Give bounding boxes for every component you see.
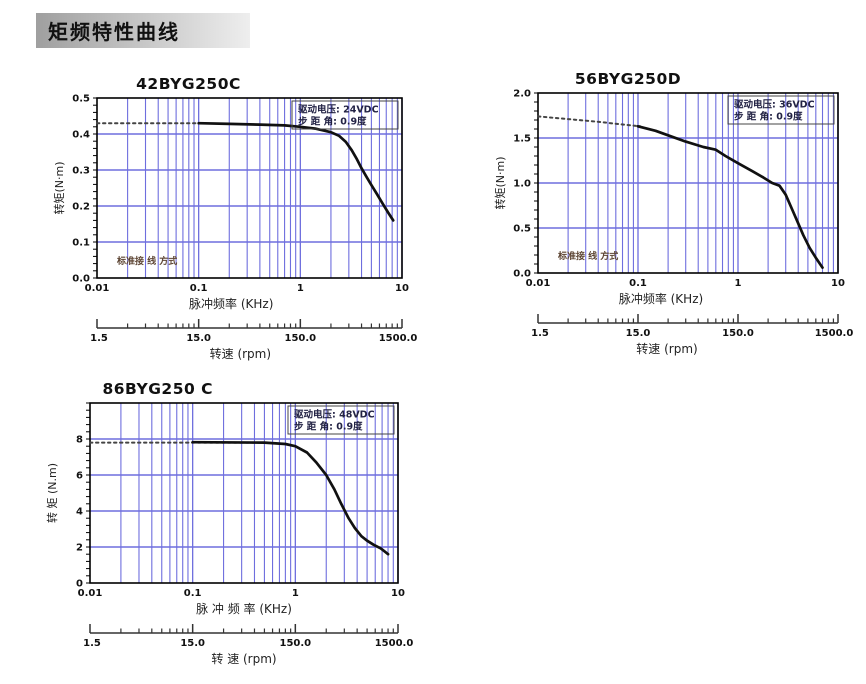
annotation-voltage: 驱动电压: 24VDC — [298, 104, 379, 116]
speed-tick-label: 150.0 — [285, 333, 317, 344]
speed-tick-label: 1500.0 — [375, 638, 414, 649]
speed-ruler: 1.5 15.0 150.0 1500.0 转速 (rpm) — [531, 314, 853, 356]
svg-text:0.01: 0.01 — [85, 283, 110, 294]
svg-text:0.01: 0.01 — [78, 588, 103, 599]
speed-axis-title: 转速 (rpm) — [210, 346, 271, 361]
x-tick-labels: 0.01 0.1 1 10 — [526, 278, 845, 289]
svg-text:6: 6 — [76, 471, 83, 482]
svg-text:0.1: 0.1 — [184, 588, 202, 599]
speed-tick-label: 1.5 — [83, 638, 101, 649]
svg-text:1.5: 1.5 — [513, 134, 531, 145]
x-axis-label: 脉冲频率 (KHz) — [619, 291, 703, 306]
speed-ruler: 1.5 15.0 150.0 1500.0 转速 (rpm) — [90, 319, 417, 361]
y-minor-ticks — [534, 92, 538, 274]
chart-panel-42byg250c: 驱动电压: 24VDC 步 距 角: 0.9度 标准接 线 方式 0.0 0.1 0.2 0… — [45, 72, 428, 376]
y-axis-label: 转矩(N·m) — [493, 156, 507, 209]
annotation-voltage: 驱动电压: 48VDC — [294, 409, 375, 421]
speed-tick-label: 150.0 — [722, 328, 754, 339]
x-axis-label: 脉冲频率 (KHz) — [189, 296, 273, 311]
svg-text:4: 4 — [76, 507, 83, 518]
svg-text:0: 0 — [76, 579, 83, 590]
svg-text:0.3: 0.3 — [72, 166, 90, 177]
speed-tick-label: 1.5 — [531, 328, 549, 339]
svg-text:1: 1 — [735, 278, 742, 289]
y-minor-ticks — [86, 402, 90, 584]
torque-curve — [636, 124, 824, 269]
svg-text:2.0: 2.0 — [513, 89, 531, 100]
torque-curve — [197, 121, 395, 222]
y-tick-labels: 0.0 0.5 1.0 1.5 2.0 — [513, 89, 531, 280]
svg-text:1.0: 1.0 — [513, 179, 531, 190]
annotation-step-angle: 步 距 角: 0.9度 — [298, 116, 367, 128]
section-header: 矩频特性曲线 — [36, 13, 250, 48]
speed-tick-label: 1500.0 — [815, 328, 854, 339]
annotation-step-angle: 步 距 角: 0.9度 — [734, 111, 803, 123]
svg-text:0.0: 0.0 — [72, 274, 90, 285]
speed-tick-label: 1500.0 — [379, 333, 418, 344]
svg-text:2: 2 — [76, 543, 83, 554]
svg-text:0.01: 0.01 — [526, 278, 551, 289]
plot-border — [89, 402, 399, 584]
y-axis-label: 转矩(N·m) — [52, 161, 66, 214]
x-tick-labels: 0.01 0.1 1 10 — [85, 283, 409, 294]
grid-lines — [90, 403, 399, 583]
svg-text:0.5: 0.5 — [72, 94, 90, 105]
svg-text:0.2: 0.2 — [72, 202, 90, 213]
x-axis-label: 脉 冲 频 率 (KHz) — [196, 601, 292, 616]
svg-text:0.0: 0.0 — [513, 269, 531, 280]
y-tick-labels: 0.0 0.1 0.2 0.3 0.4 0.5 — [72, 94, 90, 285]
chart-panel-56byg250d: 驱动电压: 36VDC 步 距 角: 0.9度标准接 线 方式 0.0 0.5 1.0 1… — [486, 67, 864, 371]
speed-tick-label: 15.0 — [186, 333, 211, 344]
svg-text:0.4: 0.4 — [72, 130, 90, 141]
chart-title: 56BYG250D — [575, 70, 681, 88]
chart-title: 86BYG250 C — [102, 380, 213, 398]
speed-tick-label: 15.0 — [626, 328, 651, 339]
y-minor-ticks — [93, 97, 97, 279]
svg-text:1: 1 — [297, 283, 304, 294]
svg-text:0.5: 0.5 — [513, 224, 531, 235]
plot-border — [96, 97, 403, 279]
speed-axis-title: 转 速 (rpm) — [211, 651, 276, 666]
svg-text:0.1: 0.1 — [72, 238, 90, 249]
x-tick-labels: 0.01 0.1 1 10 — [78, 588, 405, 599]
svg-text:0.1: 0.1 — [190, 283, 208, 294]
speed-tick-label: 15.0 — [180, 638, 205, 649]
chart-panel-86byg250c: 驱动电压: 48VDC 步 距 角: 0.9度 0 2 4 6 8 转 矩 (N.m) 0.01… — [38, 377, 424, 681]
torque-curve — [191, 440, 390, 556]
wiring-note: 标准接 线 方式 — [116, 255, 177, 267]
y-tick-labels: 0 2 4 6 8 — [76, 435, 83, 590]
svg-text:10: 10 — [831, 278, 845, 289]
holding-torque-dotted — [537, 115, 642, 128]
speed-axis-title: 转速 (rpm) — [636, 341, 697, 356]
grid-lines — [97, 98, 403, 278]
svg-text:1: 1 — [292, 588, 299, 599]
speed-ruler: 1.5 15.0 150.0 1500.0 转 速 (rpm) — [83, 624, 413, 666]
speed-tick-label: 150.0 — [280, 638, 312, 649]
section-header-title: 矩频特性曲线 — [48, 20, 180, 44]
wiring-note: 标准接 线 方式 — [557, 250, 618, 262]
svg-text:10: 10 — [395, 283, 409, 294]
chart-title: 42BYG250C — [136, 75, 241, 93]
annotation-voltage: 驱动电压: 36VDC — [734, 99, 815, 111]
y-axis-label: 转 矩 (N.m) — [45, 463, 59, 523]
svg-text:10: 10 — [391, 588, 405, 599]
annotation-step-angle: 步 距 角: 0.9度 — [294, 421, 363, 433]
speed-tick-label: 1.5 — [90, 333, 108, 344]
svg-text:0.1: 0.1 — [629, 278, 647, 289]
svg-text:8: 8 — [76, 435, 83, 446]
